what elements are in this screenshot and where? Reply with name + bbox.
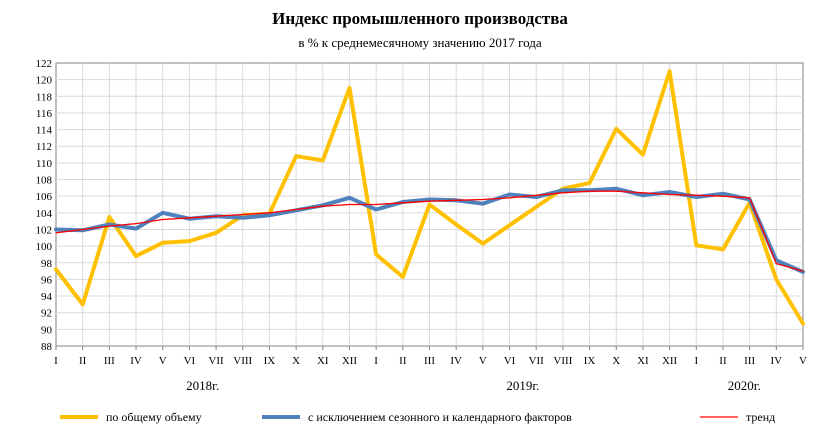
x-tick-label: II [719,355,727,367]
x-tick-label: XII [342,355,358,367]
x-tick-label: VI [184,355,196,367]
x-tick-label: X [292,355,300,367]
y-tick-label: 122 [36,58,53,70]
x-tick-label: X [612,355,620,367]
x-tick-label: I [54,355,58,367]
x-tick-label: V [479,355,487,367]
y-tick-label: 108 [36,175,53,187]
series-line-2 [54,186,805,274]
year-label: 2019г. [506,378,539,393]
x-tick-label: IV [450,355,462,367]
x-tick-label: VIII [553,355,572,367]
y-tick-label: 102 [36,224,53,236]
legend-label-3: тренд [746,410,775,424]
x-tick-label: III [104,355,115,367]
y-tick-label: 120 [36,75,53,87]
x-tick-label: IV [130,355,142,367]
y-tick-label: 106 [36,191,53,203]
x-tick-label: IX [264,355,276,367]
y-tick-label: 90 [41,324,53,336]
series-line-3 [55,190,804,272]
x-tick-label: V [159,355,167,367]
series-line-1 [54,69,805,326]
y-tick-label: 100 [36,241,53,253]
x-tick-label: XI [317,355,329,367]
plot-area: 88 90 92 94 96 98 100 102 104 106 108 110 112 114 116 1… [36,58,808,393]
x-tick-label: XII [662,355,678,367]
x-tick-label: XI [637,355,649,367]
y-tick-label: 96 [41,274,53,286]
x-tick-label: III [744,355,755,367]
y-tick-label: 114 [36,125,53,137]
x-tick-label: IX [584,355,596,367]
chart-subtitle: в % к среднемесячному значению 2017 года [298,35,542,50]
y-tick-label: 104 [36,208,53,220]
y-tick-label: 94 [41,291,53,303]
x-tick-label: III [424,355,435,367]
x-tick-label: II [79,355,87,367]
legend-label-1: по общему объему [106,410,202,424]
y-tick-label: 92 [41,308,52,320]
y-tick-label: 110 [36,158,53,170]
x-tick-label: V [799,355,807,367]
x-tick-label: VIII [233,355,252,367]
x-tick-label: VII [208,355,224,367]
x-tick-label: II [399,355,407,367]
x-tick-label: IV [771,355,783,367]
y-tick-label: 112 [36,141,52,153]
year-label: 2020г. [728,378,761,393]
y-tick-label: 116 [36,108,53,120]
x-tick-label: I [694,355,698,367]
y-tick-label: 118 [36,91,53,103]
legend: по общему объему с исключением сезонного … [60,410,775,424]
y-tick-label: 98 [41,258,53,270]
x-tick-label: VI [504,355,516,367]
chart-title: Индекс промышленного производства [272,9,568,28]
legend-label-2: с исключением сезонного и календарного ф… [308,410,572,424]
x-tick-label: I [374,355,378,367]
x-tick-label: VII [529,355,545,367]
year-label: 2018г. [186,378,219,393]
y-tick-label: 88 [41,341,53,353]
